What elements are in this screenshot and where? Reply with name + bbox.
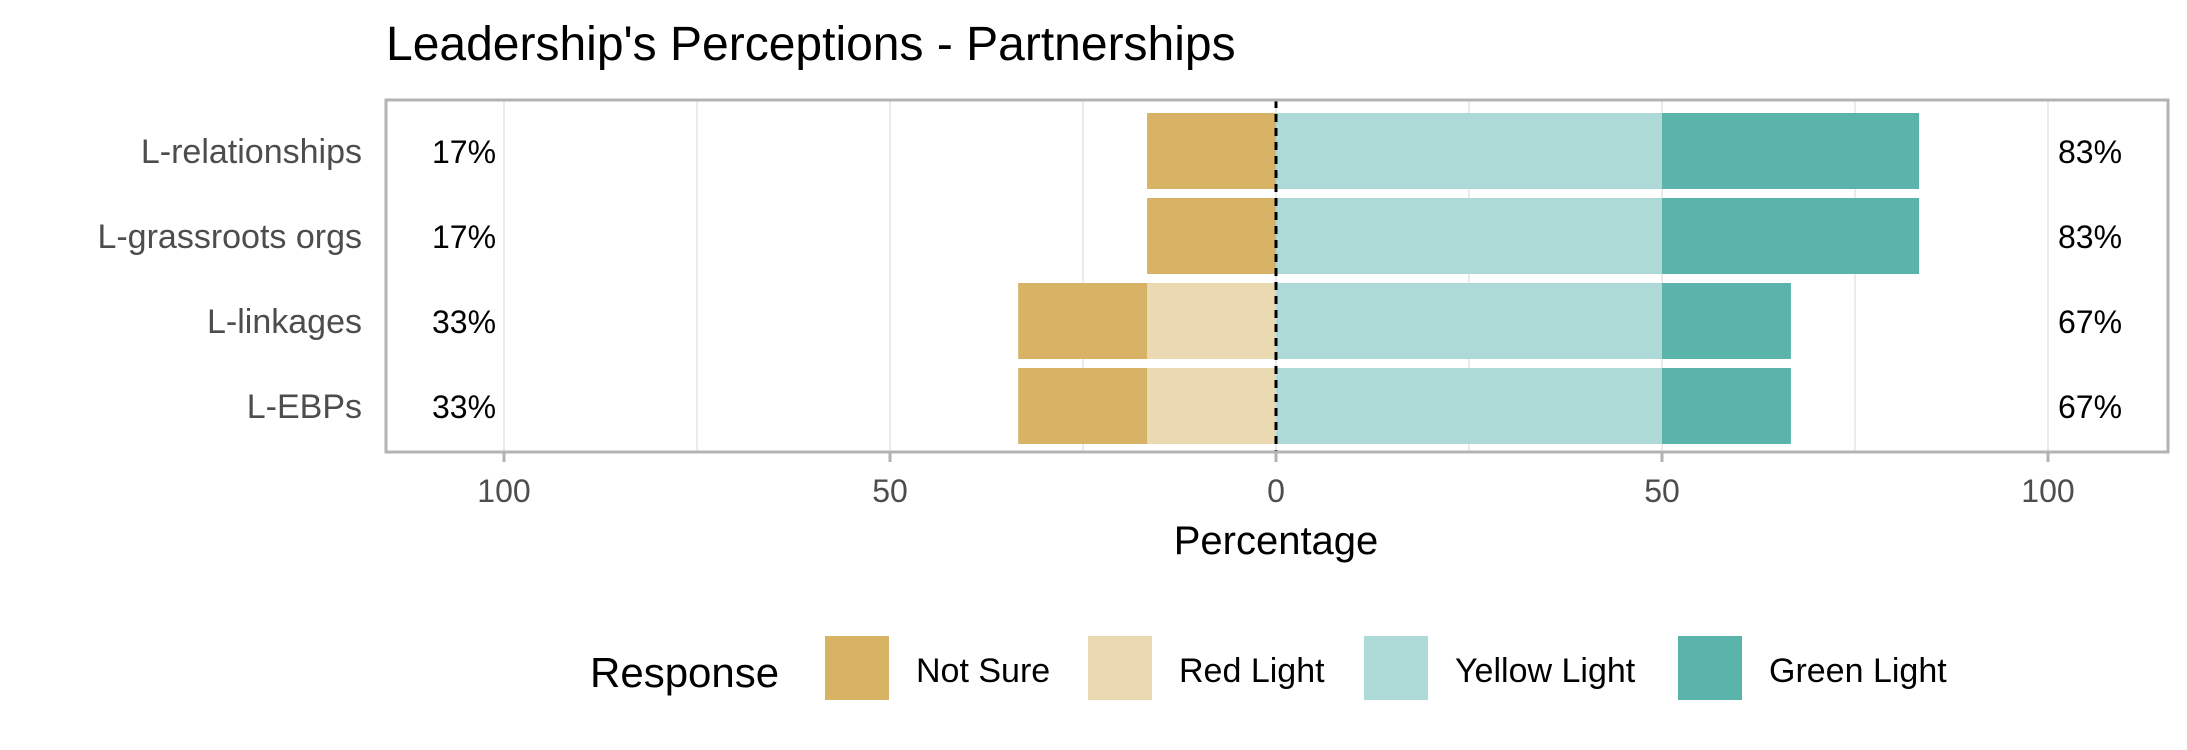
right-percent-label: 83%	[2058, 134, 2122, 170]
right-percent-label: 67%	[2058, 389, 2122, 425]
x-axis-title: Percentage	[1174, 519, 1379, 563]
x-axis-ticks: 100 50 0 50 100	[477, 452, 2075, 509]
x-tick-label: 100	[2021, 473, 2074, 509]
left-percent-label: 17%	[432, 219, 496, 255]
legend-key	[1362, 634, 1430, 702]
bar-segment	[1276, 113, 1662, 189]
bar-segment	[1147, 283, 1276, 359]
legend-label: Green Light	[1769, 652, 1947, 690]
bar-segment	[1662, 113, 1920, 189]
right-percent-label: 83%	[2058, 219, 2122, 255]
legend-label: Yellow Light	[1455, 652, 1636, 690]
legend-label: Not Sure	[916, 652, 1050, 690]
chart-title: Leadership's Perceptions - Partnerships	[386, 18, 1236, 71]
right-percent-label: 67%	[2058, 304, 2122, 340]
x-tick-label: 100	[477, 473, 530, 509]
bar-segment	[1147, 113, 1276, 189]
bar-segment	[1147, 368, 1276, 444]
bar-segment	[1147, 198, 1276, 274]
bar-segment	[1018, 368, 1148, 444]
bar-segment	[1276, 368, 1662, 444]
left-percent-label: 33%	[432, 389, 496, 425]
bar-segment	[1276, 198, 1662, 274]
bar-segment	[1018, 283, 1148, 359]
y-axis-labels: L-relationships L-grassroots orgs L-linkag…	[97, 133, 362, 426]
x-tick-label: 0	[1267, 473, 1285, 509]
percent-labels: 17% 17% 33% 33% 83% 83% 67% 67%	[432, 134, 2122, 425]
bar-segment	[1276, 283, 1662, 359]
legend-title: Response	[590, 649, 779, 696]
x-tick-label: 50	[872, 473, 908, 509]
bar-segment	[1662, 198, 1920, 274]
legend-key	[1676, 634, 1744, 702]
category-label: L-EBPs	[247, 388, 362, 426]
left-percent-label: 17%	[432, 134, 496, 170]
left-percent-label: 33%	[432, 304, 496, 340]
bar-segment	[1662, 368, 1791, 444]
bars-group	[1018, 113, 1920, 444]
legend: Response Not Sure Red Light Yellow Light Gr…	[590, 634, 1947, 702]
legend-label: Red Light	[1179, 652, 1325, 690]
category-label: L-relationships	[141, 133, 362, 171]
category-label: L-linkages	[207, 303, 362, 341]
legend-key	[1086, 634, 1154, 702]
legend-items: Not Sure Red Light Yellow Light Green Light	[823, 634, 1947, 702]
x-tick-label: 50	[1644, 473, 1680, 509]
legend-key	[823, 634, 891, 702]
category-label: L-grassroots orgs	[97, 218, 362, 256]
bar-segment	[1662, 283, 1791, 359]
